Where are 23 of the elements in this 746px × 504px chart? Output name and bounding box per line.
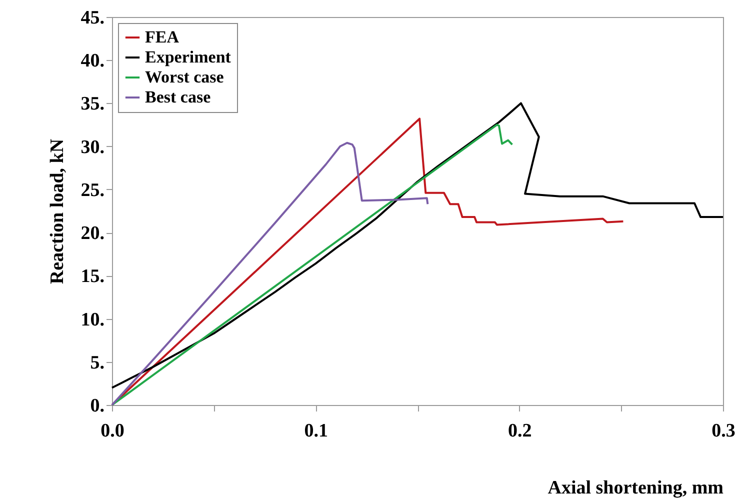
y-tick-label: 30. <box>80 136 104 158</box>
y-tick-label: 15. <box>80 266 104 288</box>
x-tick-label: 0.3 <box>712 420 736 442</box>
y-tick-label: 5. <box>90 352 104 374</box>
x-tick-label: 0.0 <box>100 420 124 442</box>
x-tick-label: 0.2 <box>508 420 532 442</box>
y-tick-label: 35. <box>80 94 104 115</box>
y-tick-label: 40. <box>80 50 104 72</box>
line-series <box>111 124 514 406</box>
y-tick-label: 0. <box>90 396 104 416</box>
line-series <box>111 102 724 389</box>
y-tick-label: 45. <box>80 8 104 28</box>
legend-label: Best case <box>145 88 212 106</box>
legend-label: Experiment <box>145 48 232 66</box>
legend-label: FEA <box>145 28 180 46</box>
y-tick-label: 20. <box>80 223 104 244</box>
y-tick-label: 10. <box>80 309 104 330</box>
x-tick-label: 0.1 <box>304 420 328 442</box>
legend-label: Worst case <box>145 68 224 86</box>
x-axis-title: Axial shortening, mm <box>548 478 724 498</box>
y-tick-label: 25. <box>80 180 104 201</box>
line-series <box>111 142 429 406</box>
y-axis-title: Reaction load, kN <box>46 138 68 284</box>
